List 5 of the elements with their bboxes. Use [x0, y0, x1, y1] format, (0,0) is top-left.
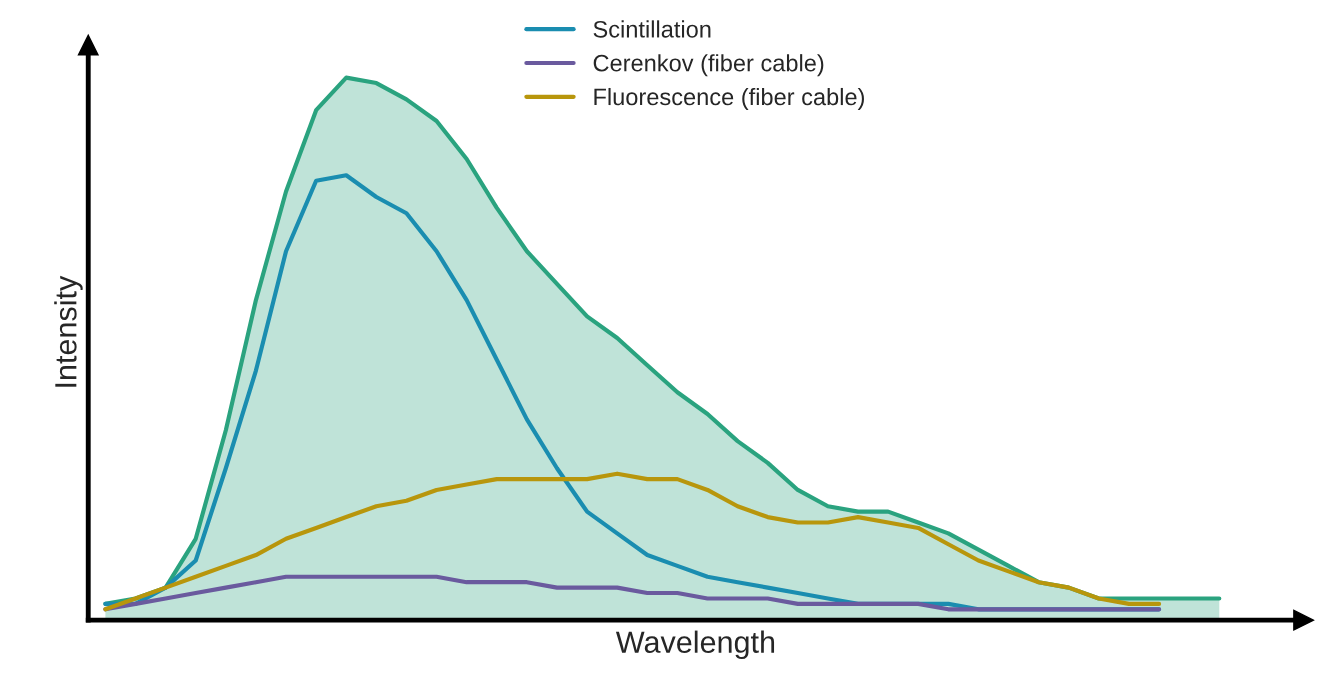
- x-axis-title: Wavelength: [615, 630, 775, 660]
- legend-label: Fluorescence (fiber cable): [594, 87, 864, 110]
- y-axis-title: Intensity: [54, 275, 83, 387]
- legend-label: Cerenkov (fiber cable): [593, 54, 824, 77]
- legend-label: Scintillation: [593, 20, 711, 38]
